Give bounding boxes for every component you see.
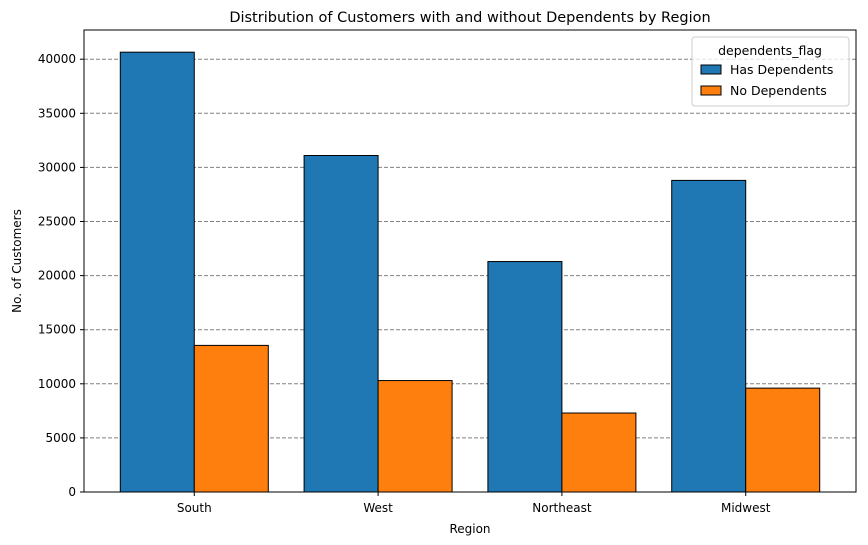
y-tick-label: 10000 xyxy=(38,377,76,391)
y-axis-ticks: 0 5000 10000 15000 20000 25000 30000 35000 40000 xyxy=(38,52,84,499)
bar-has-dependents-west xyxy=(303,155,379,493)
legend-box xyxy=(691,36,850,107)
x-tick-label: West xyxy=(363,501,393,515)
y-tick-label: 5000 xyxy=(45,431,76,445)
x-axis-ticks: South West Northeast Midwest xyxy=(177,492,771,515)
bar-no-dependents-northeast xyxy=(561,412,637,493)
bar-has-dependents-south xyxy=(119,51,195,493)
y-tick-label: 40000 xyxy=(38,52,76,66)
legend-title: dependents_flag xyxy=(718,43,822,58)
bars xyxy=(119,51,821,493)
chart-title: Distribution of Customers with and witho… xyxy=(229,10,710,26)
legend-swatch-no-dependents xyxy=(700,85,722,96)
legend-swatch-has-dependents xyxy=(700,64,722,75)
x-tick-label: Northeast xyxy=(532,501,592,515)
x-axis-label: Region xyxy=(449,522,490,536)
y-tick-label: 30000 xyxy=(38,160,76,174)
y-tick-label: 35000 xyxy=(38,106,76,120)
x-tick-label: Midwest xyxy=(721,501,771,515)
y-tick-label: 15000 xyxy=(38,323,76,337)
x-tick-label: South xyxy=(177,501,212,515)
bar-has-dependents-midwest xyxy=(671,179,747,493)
y-tick-label: 25000 xyxy=(38,215,76,229)
legend-label-has-dependents: Has Dependents xyxy=(730,62,833,77)
bar-has-dependents-northeast xyxy=(487,261,563,493)
y-tick-label: 20000 xyxy=(38,269,76,283)
bar-no-dependents-west xyxy=(377,380,453,493)
bar-no-dependents-south xyxy=(193,344,269,493)
y-axis-label: No. of Customers xyxy=(10,209,24,313)
legend-label-no-dependents: No Dependents xyxy=(730,83,827,98)
y-tick-label: 0 xyxy=(68,485,76,499)
bar-no-dependents-midwest xyxy=(745,387,821,493)
plot-frame xyxy=(83,29,857,493)
legend: dependents_flag Has Dependents No Depend… xyxy=(691,36,850,107)
